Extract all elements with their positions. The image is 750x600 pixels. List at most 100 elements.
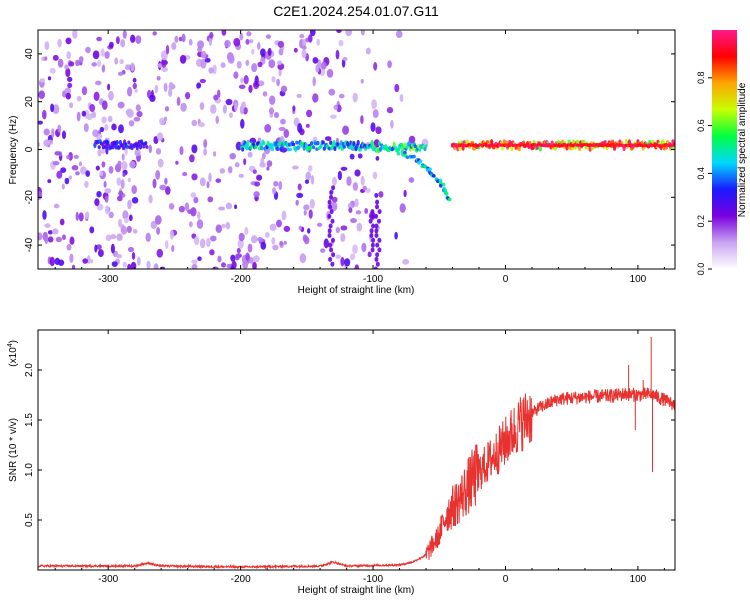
heatmap-cell (352, 182, 359, 191)
heatmap-cell (305, 171, 312, 181)
heatmap-cell (156, 75, 161, 81)
heatmap-cell (269, 223, 277, 231)
heatmap-cell (269, 95, 276, 106)
heatmap-cell (49, 256, 55, 267)
heatmap-cell (193, 196, 199, 204)
heatmap-cell (135, 35, 142, 44)
heatmap-cell (127, 177, 131, 183)
heatmap-cell (128, 120, 135, 127)
heatmap-cell (128, 214, 133, 222)
heatmap-cell (364, 208, 369, 214)
heatmap-cell (374, 213, 379, 219)
heatmap-cell (375, 242, 380, 248)
heatmap-cell (54, 257, 61, 265)
heatmap-cell (281, 210, 287, 221)
heatmap-cell (247, 243, 253, 253)
heatmap-cell (241, 101, 246, 109)
heatmap-cell (111, 123, 117, 131)
y-tick-label: 1.5 (24, 413, 35, 427)
heatmap-cell (387, 60, 392, 69)
heatmap-cell (134, 88, 138, 93)
heatmap-cell (96, 36, 102, 42)
heatmap-cell (171, 42, 177, 51)
heatmap-cell (374, 192, 379, 198)
heatmap-cell (377, 237, 382, 243)
colorbar-label: Normalized spectral amplitude (737, 82, 748, 217)
heatmap-cell (69, 236, 75, 245)
heatmap-cell (240, 118, 245, 129)
heatmap-cell (331, 185, 336, 191)
colorbar-ticks: 0.0 0.2 0.4 0.6 0.8 (696, 72, 712, 275)
heatmap-cell (283, 240, 287, 245)
heatmap-cell (378, 191, 384, 198)
heatmap-cell (239, 32, 244, 41)
heatmap-cell (155, 170, 161, 180)
heatmap-cell (371, 237, 376, 243)
heatmap-cell (206, 181, 210, 189)
heatmap-cell (103, 180, 107, 188)
heatmap-cell (193, 236, 200, 246)
heatmap-cell (570, 146, 574, 151)
heatmap-cell (370, 139, 374, 147)
heatmap-cell (80, 166, 87, 175)
heatmap-cell (91, 62, 98, 67)
heatmap-cell (335, 226, 341, 234)
heatmap-cell (352, 92, 358, 103)
heatmap-cell (340, 225, 348, 231)
heatmap-cell (369, 233, 374, 238)
heatmap-cell (104, 195, 109, 203)
heatmap-cell (47, 230, 53, 235)
heatmap-cell (423, 147, 427, 152)
heatmap-cell (65, 92, 72, 100)
heatmap-cell (252, 261, 257, 269)
heatmap-cell (271, 237, 276, 245)
heatmap-cell (66, 154, 71, 160)
heatmap-cell (298, 225, 303, 231)
heatmap-cell (49, 67, 56, 74)
heatmap-cell (65, 37, 72, 45)
heatmap-cell (375, 252, 380, 258)
heatmap-cell (603, 140, 607, 144)
heatmap-cell (159, 117, 166, 126)
heatmap-cell (386, 106, 394, 114)
heatmap-cell (203, 139, 208, 149)
heatmap-cell (345, 30, 353, 37)
heatmap-cell (168, 81, 174, 91)
heatmap-cell (81, 86, 88, 96)
heatmap-cell (97, 145, 101, 149)
heatmap-cell (252, 255, 260, 263)
heatmap-cell (372, 109, 379, 119)
heatmap-cell (354, 198, 359, 208)
heatmap-cell (368, 218, 373, 224)
heatmap-cell (178, 205, 185, 213)
heatmap-cell (127, 86, 133, 97)
heatmap-cell (51, 228, 59, 235)
heatmap-cell (244, 226, 249, 236)
heatmap-cell (260, 145, 264, 151)
heatmap-cell (251, 63, 258, 73)
heatmap-cell (96, 244, 102, 250)
heatmap-cell (418, 148, 422, 152)
heatmap-cell (108, 90, 114, 101)
heatmap-cell (253, 191, 260, 198)
heatmap-cell (197, 211, 201, 220)
heatmap-cell (233, 37, 241, 47)
heatmap-cell (179, 146, 184, 156)
heatmap-cell (245, 59, 250, 66)
heatmap-cell (349, 153, 355, 160)
heatmap-cell (377, 218, 381, 224)
heatmap-cell (57, 124, 62, 133)
heatmap-cell (181, 33, 186, 43)
heatmap-cell (87, 255, 91, 264)
heatmap-cell (295, 140, 299, 145)
heatmap-cell (84, 180, 89, 188)
heatmap-cell (238, 173, 245, 178)
heatmap-cell (72, 30, 78, 39)
heatmap-cell (215, 115, 219, 125)
heatmap-cell (428, 167, 432, 171)
heatmap-cell (338, 93, 345, 99)
heatmap-cell (71, 164, 79, 171)
heatmap-cell (154, 84, 159, 94)
heatmap-cell (44, 41, 50, 51)
heatmap-cell (188, 38, 193, 46)
